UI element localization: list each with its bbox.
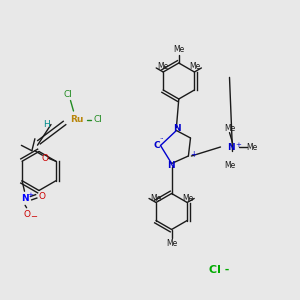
Text: ··: ·· bbox=[159, 136, 164, 142]
Text: O: O bbox=[42, 154, 49, 163]
Text: Me: Me bbox=[166, 238, 177, 247]
Text: H: H bbox=[43, 120, 50, 129]
Text: Me: Me bbox=[157, 62, 168, 71]
Text: Me: Me bbox=[246, 142, 258, 152]
Text: Cl -: Cl - bbox=[209, 265, 229, 275]
Text: O: O bbox=[38, 192, 45, 201]
Text: N: N bbox=[167, 161, 175, 170]
Text: Me: Me bbox=[224, 124, 235, 133]
Text: +: + bbox=[235, 142, 241, 148]
Text: Ru: Ru bbox=[70, 116, 83, 124]
Text: Me: Me bbox=[224, 161, 235, 170]
Text: −: − bbox=[30, 212, 37, 221]
Text: N: N bbox=[21, 194, 29, 203]
Text: C: C bbox=[154, 141, 160, 150]
Text: N: N bbox=[227, 142, 235, 152]
Text: Cl: Cl bbox=[93, 116, 102, 124]
Text: +: + bbox=[190, 150, 197, 159]
Text: N: N bbox=[173, 124, 181, 133]
Text: +: + bbox=[28, 192, 34, 198]
Text: Me: Me bbox=[182, 194, 193, 203]
Text: Me: Me bbox=[150, 194, 161, 203]
Text: Me: Me bbox=[189, 62, 200, 71]
Text: Me: Me bbox=[173, 45, 184, 54]
Text: Cl: Cl bbox=[63, 90, 72, 99]
Text: O: O bbox=[23, 210, 30, 219]
